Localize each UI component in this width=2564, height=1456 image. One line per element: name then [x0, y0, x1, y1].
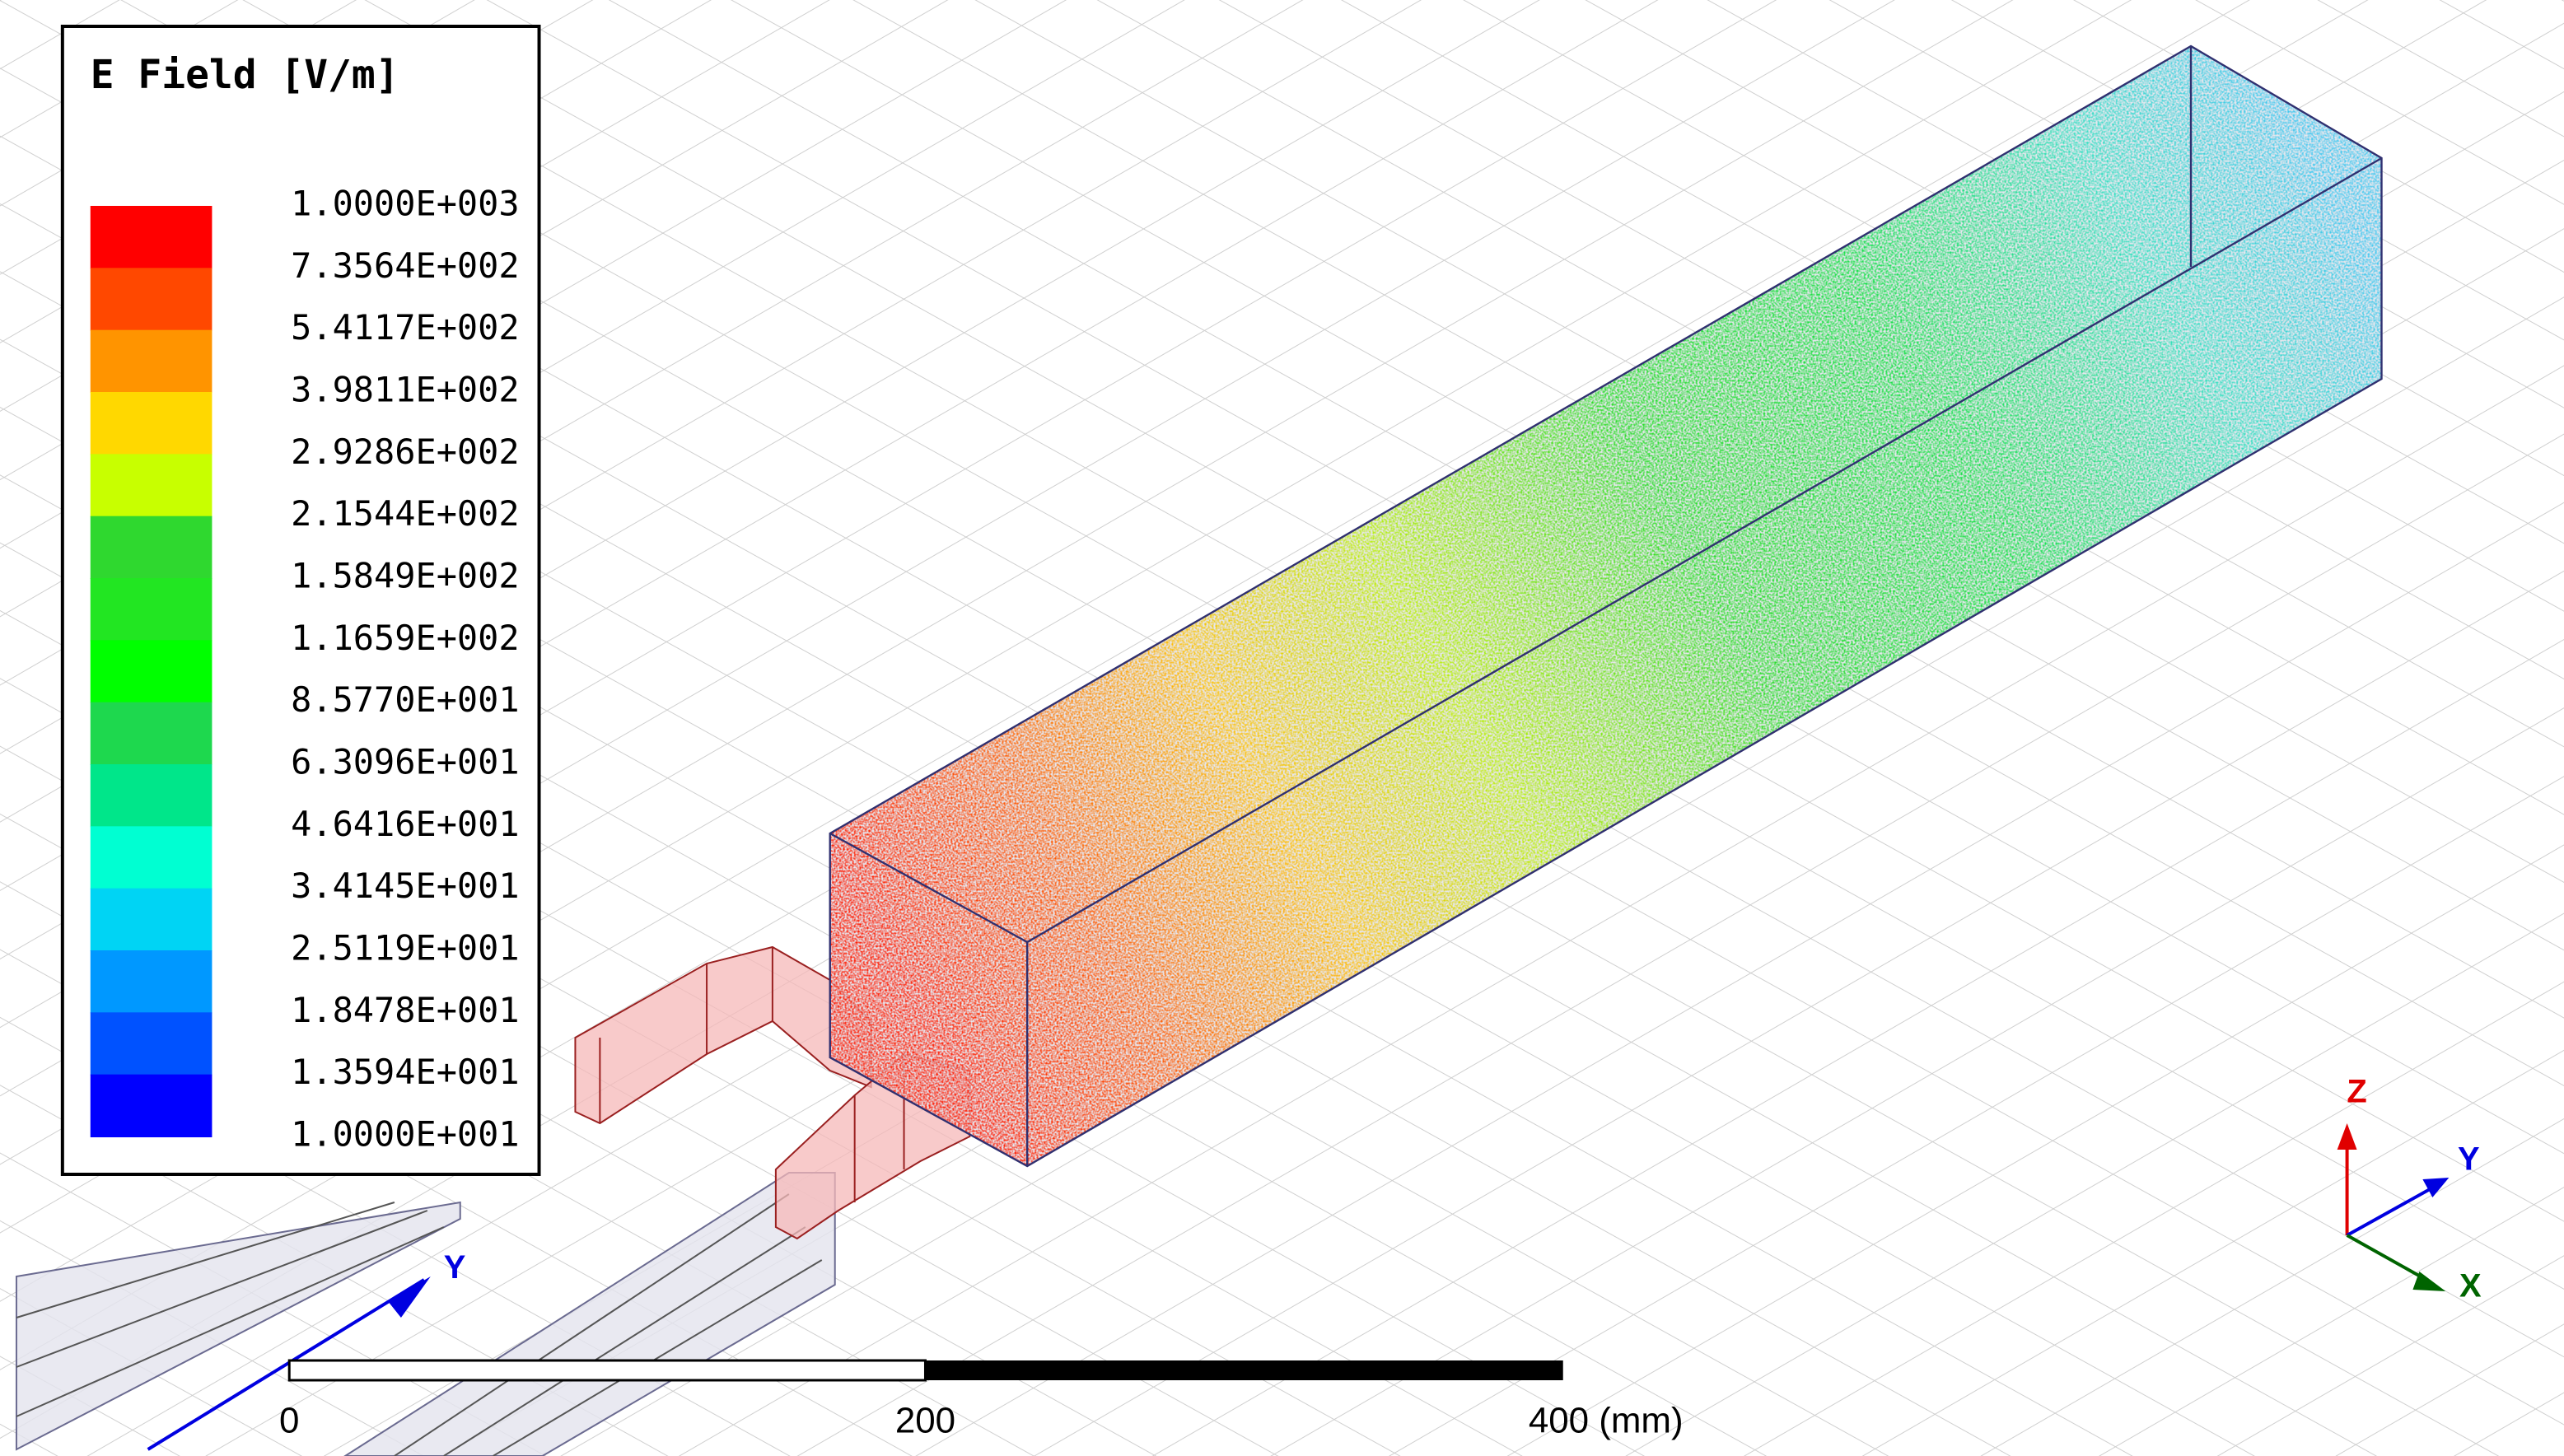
legend-swatch: [90, 888, 212, 951]
legend-label: 1.3594E+001: [291, 1052, 519, 1092]
legend-label: 1.1659E+002: [291, 618, 519, 658]
ground-axis-label: Y: [444, 1249, 466, 1286]
legend-swatch: [90, 640, 212, 703]
legend-swatch: [90, 764, 212, 828]
legend-title: E Field [V/m]: [91, 53, 399, 98]
scale-label: 0: [279, 1401, 299, 1441]
legend-label: 2.5119E+001: [291, 927, 519, 968]
legend-label: 3.9811E+002: [291, 369, 519, 409]
legend: E Field [V/m] 1.0000E+003 7.3564E+002 5.41…: [60, 25, 541, 1176]
legend-label: 1.0000E+001: [291, 1113, 519, 1154]
legend-swatch: [90, 516, 212, 579]
scale-label: 200: [895, 1401, 955, 1441]
legend-label: 4.6416E+001: [291, 804, 519, 844]
legend-swatch: [90, 392, 212, 455]
legend-label: 5.4117E+002: [291, 307, 519, 348]
legend-label: 6.3096E+001: [291, 741, 519, 782]
scale-bar: 0 200 400 (mm): [279, 1359, 1684, 1441]
legend-swatch: [90, 329, 212, 393]
legend-label: 3.4145E+001: [291, 866, 519, 906]
strip-lines: [16, 1193, 823, 1456]
legend-swatch: [90, 206, 212, 269]
legend-label: 2.1544E+002: [291, 493, 519, 534]
legend-swatch: [90, 1012, 212, 1076]
legend-swatch: [90, 268, 212, 331]
legend-label: 1.8478E+001: [291, 990, 519, 1030]
legend-swatch: [90, 454, 212, 517]
legend-label: 1.0000E+003: [291, 183, 519, 223]
legend-swatch: [90, 826, 212, 889]
axis-triad: Z Y X: [2337, 1074, 2482, 1304]
axis-label: X: [2459, 1268, 2482, 1304]
legend-swatch: [90, 1074, 212, 1137]
scale-label: 400 (mm): [1529, 1401, 1684, 1441]
ground-axis-head: [387, 1276, 431, 1318]
legend-swatch: [90, 702, 212, 765]
field-box: [829, 44, 2383, 1168]
ground-strips: [15, 1172, 836, 1456]
axis-label: Z: [2347, 1074, 2366, 1110]
legend-label: 8.5770E+001: [291, 679, 519, 720]
legend-label: 7.3564E+002: [291, 245, 519, 286]
legend-label: 2.9286E+002: [291, 432, 519, 472]
legend-swatch: [90, 578, 212, 642]
legend-label: 1.5849E+002: [291, 555, 519, 595]
legend-swatch: [90, 950, 212, 1014]
ground-axis: [147, 1278, 425, 1451]
axis-label: Y: [2458, 1141, 2480, 1178]
